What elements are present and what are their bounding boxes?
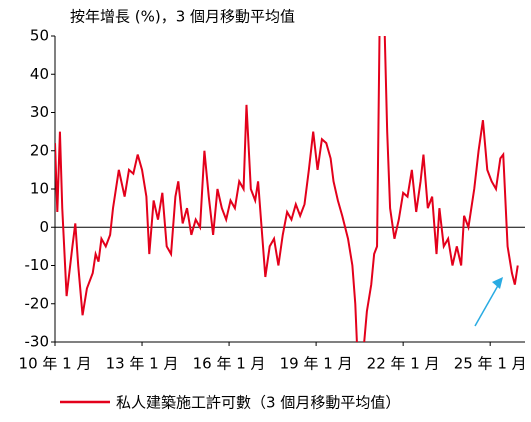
y-tick-label: -20 — [25, 294, 50, 312]
y-tick-label: 0 — [39, 218, 49, 236]
chart-title: 按年增長 (%)，3 個月移動平均值 — [70, 8, 295, 26]
x-tick-label: 13 年 1 月 — [106, 355, 179, 373]
x-tick-label: 25 年 1 月 — [454, 355, 527, 373]
annotation-arrow — [474, 281, 501, 327]
x-tick-label: 10 年 1 月 — [19, 355, 92, 373]
y-tick-label: 50 — [30, 27, 49, 45]
y-tick-label: -10 — [25, 256, 50, 274]
x-tick-label: 16 年 1 月 — [193, 355, 266, 373]
x-tick-label: 19 年 1 月 — [280, 355, 353, 373]
legend-label: 私人建築施工許可數（3 個月移動平均值） — [116, 394, 400, 412]
annotation-arrowhead — [492, 277, 503, 289]
y-tick-label: 40 — [30, 65, 49, 83]
y-tick-label: 30 — [30, 103, 49, 121]
x-tick-label: 22 年 1 月 — [367, 355, 440, 373]
y-tick-label: 10 — [30, 180, 49, 198]
y-tick-label: -30 — [25, 333, 50, 351]
y-tick-label: 20 — [30, 141, 49, 159]
data-line — [55, 36, 519, 342]
